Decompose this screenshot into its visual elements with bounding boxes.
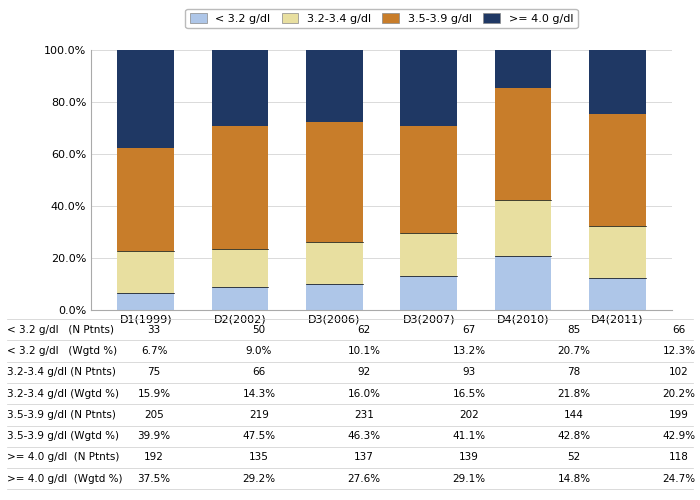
Text: 21.8%: 21.8% (557, 388, 591, 398)
Text: 42.9%: 42.9% (662, 431, 696, 441)
Text: 139: 139 (459, 452, 479, 462)
Bar (118, 251, 174, 292)
Bar (118, 292, 174, 310)
Text: 135: 135 (249, 452, 269, 462)
Text: 37.5%: 37.5% (137, 474, 171, 484)
Bar (495, 256, 552, 310)
Text: 15.9%: 15.9% (137, 388, 171, 398)
Text: 12.3%: 12.3% (662, 346, 696, 356)
Text: 66: 66 (253, 368, 265, 378)
Text: 3.2-3.4 g/dl (N Ptnts): 3.2-3.4 g/dl (N Ptnts) (7, 368, 116, 378)
Text: 42.8%: 42.8% (557, 431, 591, 441)
Bar (118, 50, 174, 148)
Bar (400, 126, 457, 233)
Text: 16.0%: 16.0% (347, 388, 381, 398)
Bar (306, 284, 363, 310)
Bar (589, 50, 645, 114)
Text: 62: 62 (358, 325, 370, 335)
Bar (495, 50, 552, 88)
Text: 6.7%: 6.7% (141, 346, 167, 356)
Bar (589, 114, 645, 226)
Text: 41.1%: 41.1% (452, 431, 486, 441)
Bar (589, 226, 645, 278)
Text: 52: 52 (568, 452, 580, 462)
Text: 118: 118 (669, 452, 689, 462)
Text: 192: 192 (144, 452, 164, 462)
Bar (400, 50, 457, 126)
Text: 137: 137 (354, 452, 374, 462)
Text: 75: 75 (148, 368, 160, 378)
Text: 10.1%: 10.1% (347, 346, 381, 356)
Text: 20.2%: 20.2% (662, 388, 696, 398)
Text: 16.5%: 16.5% (452, 388, 486, 398)
Text: 20.7%: 20.7% (557, 346, 591, 356)
Bar (400, 233, 457, 276)
Text: 3.5-3.9 g/dl (Wgtd %): 3.5-3.9 g/dl (Wgtd %) (7, 431, 119, 441)
Text: < 3.2 g/dl   (N Ptnts): < 3.2 g/dl (N Ptnts) (7, 325, 114, 335)
Text: 67: 67 (463, 325, 475, 335)
Bar (211, 286, 268, 310)
Bar (495, 88, 552, 200)
Text: 47.5%: 47.5% (242, 431, 276, 441)
Bar (211, 250, 268, 286)
Text: 199: 199 (669, 410, 689, 420)
Text: 46.3%: 46.3% (347, 431, 381, 441)
Text: 29.2%: 29.2% (242, 474, 276, 484)
Text: 219: 219 (249, 410, 269, 420)
Text: >= 4.0 g/dl  (N Ptnts): >= 4.0 g/dl (N Ptnts) (7, 452, 120, 462)
Text: 9.0%: 9.0% (246, 346, 272, 356)
Text: 50: 50 (253, 325, 265, 335)
Bar (118, 148, 174, 251)
Bar (495, 200, 552, 256)
Bar (211, 50, 268, 126)
Text: 3.2-3.4 g/dl (Wgtd %): 3.2-3.4 g/dl (Wgtd %) (7, 388, 119, 398)
Bar (589, 278, 645, 310)
Text: 14.3%: 14.3% (242, 388, 276, 398)
Text: 92: 92 (358, 368, 370, 378)
Text: >= 4.0 g/dl  (Wgtd %): >= 4.0 g/dl (Wgtd %) (7, 474, 122, 484)
Bar (306, 122, 363, 242)
Text: 24.7%: 24.7% (662, 474, 696, 484)
Text: 78: 78 (568, 368, 580, 378)
Text: 13.2%: 13.2% (452, 346, 486, 356)
Text: 144: 144 (564, 410, 584, 420)
Text: 66: 66 (673, 325, 685, 335)
Text: 93: 93 (463, 368, 475, 378)
Text: 3.5-3.9 g/dl (N Ptnts): 3.5-3.9 g/dl (N Ptnts) (7, 410, 116, 420)
Text: 14.8%: 14.8% (557, 474, 591, 484)
Bar (306, 50, 363, 122)
Text: 231: 231 (354, 410, 374, 420)
Text: 202: 202 (459, 410, 479, 420)
Legend: < 3.2 g/dl, 3.2-3.4 g/dl, 3.5-3.9 g/dl, >= 4.0 g/dl: < 3.2 g/dl, 3.2-3.4 g/dl, 3.5-3.9 g/dl, … (186, 9, 578, 29)
Text: 29.1%: 29.1% (452, 474, 486, 484)
Text: 33: 33 (148, 325, 160, 335)
Bar (400, 276, 457, 310)
Text: 85: 85 (568, 325, 580, 335)
Bar (211, 126, 268, 250)
Text: 27.6%: 27.6% (347, 474, 381, 484)
Text: < 3.2 g/dl   (Wgtd %): < 3.2 g/dl (Wgtd %) (7, 346, 117, 356)
Text: 102: 102 (669, 368, 689, 378)
Bar (306, 242, 363, 284)
Text: 39.9%: 39.9% (137, 431, 171, 441)
Text: 205: 205 (144, 410, 164, 420)
